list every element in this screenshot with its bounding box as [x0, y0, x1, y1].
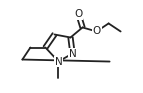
Text: O: O: [74, 9, 83, 19]
Text: N: N: [55, 57, 62, 66]
Text: O: O: [92, 27, 101, 36]
Text: N: N: [69, 49, 76, 58]
